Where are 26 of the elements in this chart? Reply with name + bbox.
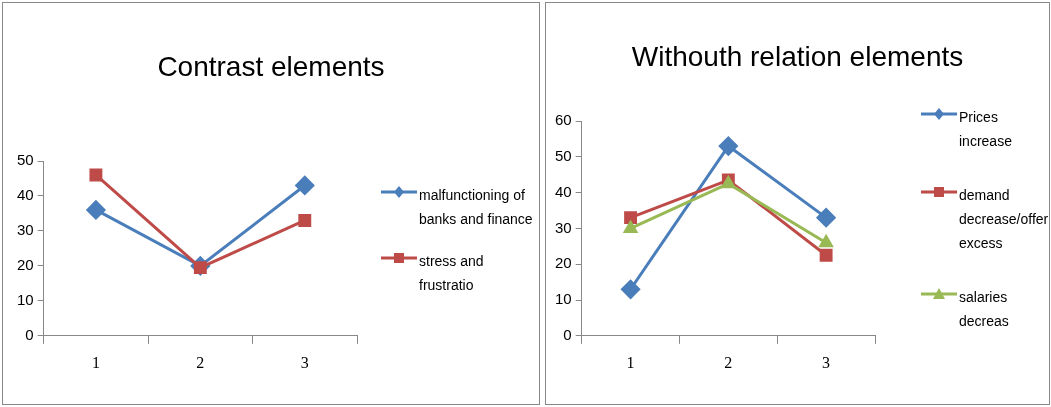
y-tick-label: 30 — [17, 221, 34, 239]
legend-label: stress and frustratio — [419, 252, 485, 295]
y-tick-label: 10 — [555, 290, 572, 308]
y-tick-label: 50 — [555, 146, 572, 164]
x-tick-label: 3 — [822, 353, 831, 371]
y-tick-label: 40 — [555, 182, 572, 200]
x-tick-label: 2 — [724, 353, 733, 371]
chart-title: Withouth relation elements — [630, 41, 965, 73]
y-tick-label: 20 — [555, 254, 572, 272]
chart-title: Contrast elements — [156, 51, 386, 83]
y-tick-label: 40 — [17, 186, 34, 204]
y-tick-label: 20 — [17, 256, 34, 274]
legend-label: demand decrease/offer excess — [959, 186, 1050, 253]
y-tick-label: 30 — [555, 218, 572, 236]
y-tick-label: 60 — [555, 111, 572, 129]
x-tick-label: 3 — [300, 353, 309, 371]
y-tick-label: 10 — [17, 290, 34, 308]
x-tick-label: 1 — [91, 353, 100, 371]
legend-label: malfunctioning of banks and finance — [419, 186, 534, 229]
y-tick-label: 0 — [563, 325, 572, 343]
legend-label: salaries decreas — [959, 288, 1010, 331]
x-tick-label: 1 — [626, 353, 635, 371]
x-tick-label: 2 — [196, 353, 205, 371]
legend-label: Prices increase — [959, 108, 1013, 151]
y-tick-label: 50 — [17, 151, 34, 169]
y-tick-label: 0 — [25, 325, 34, 343]
